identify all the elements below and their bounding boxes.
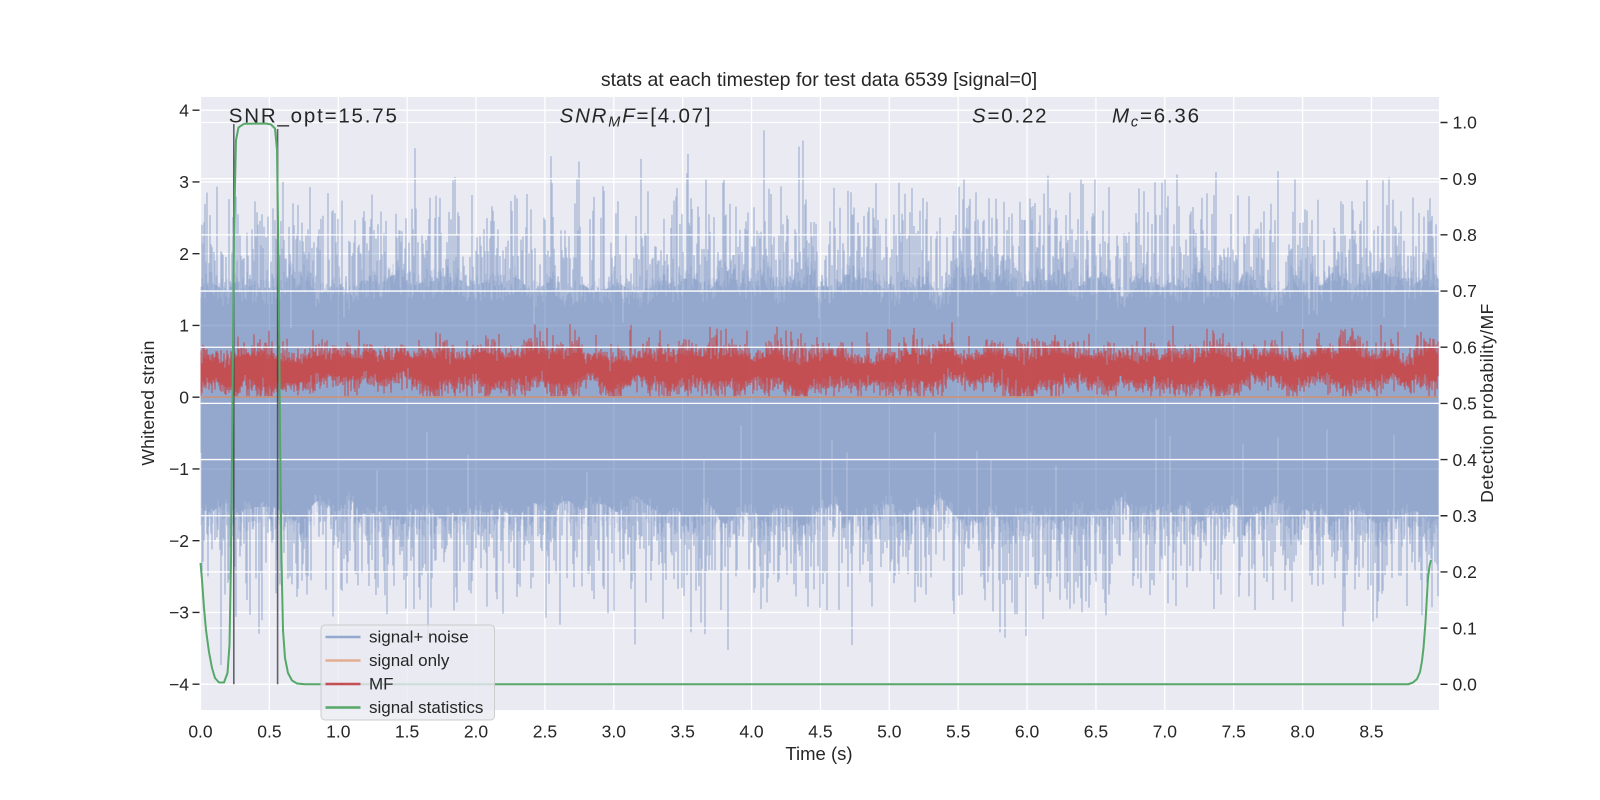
- svg-text:stats at each timestep for tes: stats at each timestep for test data 653…: [601, 69, 1037, 91]
- svg-text:1.0: 1.0: [326, 722, 351, 742]
- svg-text:MF: MF: [369, 675, 394, 694]
- svg-text:0.5: 0.5: [257, 722, 281, 742]
- svg-text:1: 1: [179, 316, 189, 336]
- svg-text:4: 4: [179, 100, 189, 120]
- svg-text:6.5: 6.5: [1084, 722, 1108, 742]
- svg-text:0.4: 0.4: [1453, 450, 1478, 470]
- svg-text:2.5: 2.5: [533, 722, 557, 742]
- svg-text:−4: −4: [169, 674, 189, 694]
- svg-text:signal statistics: signal statistics: [369, 698, 483, 717]
- svg-text:0.1: 0.1: [1453, 618, 1477, 638]
- svg-text:7.5: 7.5: [1222, 722, 1246, 742]
- svg-text:5.0: 5.0: [877, 722, 902, 742]
- svg-text:6.0: 6.0: [1015, 722, 1040, 742]
- svg-text:3: 3: [179, 172, 189, 192]
- svg-text:SNRMF=[4.07]: SNRMF=[4.07]: [560, 105, 713, 131]
- svg-text:0.7: 0.7: [1453, 281, 1477, 301]
- svg-text:0.9: 0.9: [1453, 169, 1477, 189]
- svg-text:3.5: 3.5: [671, 722, 695, 742]
- svg-text:0.8: 0.8: [1453, 225, 1477, 245]
- svg-text:8.0: 8.0: [1290, 722, 1315, 742]
- svg-text:1.0: 1.0: [1453, 113, 1478, 133]
- svg-text:Whitened strain: Whitened strain: [138, 340, 158, 465]
- svg-text:signal only: signal only: [369, 651, 450, 670]
- svg-text:SNR_opt=15.75: SNR_opt=15.75: [229, 105, 399, 128]
- svg-text:4.0: 4.0: [739, 722, 764, 742]
- svg-text:−3: −3: [169, 603, 189, 623]
- svg-text:1.5: 1.5: [395, 722, 419, 742]
- svg-text:4.5: 4.5: [808, 722, 832, 742]
- svg-text:2: 2: [179, 244, 189, 264]
- svg-text:2.0: 2.0: [464, 722, 489, 742]
- svg-text:Mc=6.36: Mc=6.36: [1112, 105, 1201, 131]
- svg-text:signal+ noise: signal+ noise: [369, 628, 469, 647]
- svg-text:5.5: 5.5: [946, 722, 970, 742]
- svg-text:S=0.22: S=0.22: [972, 105, 1048, 128]
- svg-text:7.0: 7.0: [1153, 722, 1178, 742]
- svg-text:0.0: 0.0: [1453, 675, 1478, 695]
- svg-text:0.2: 0.2: [1453, 562, 1477, 582]
- svg-text:8.5: 8.5: [1359, 722, 1383, 742]
- svg-text:3.0: 3.0: [602, 722, 627, 742]
- svg-text:0.0: 0.0: [188, 722, 213, 742]
- svg-text:−1: −1: [169, 459, 189, 479]
- svg-text:0.5: 0.5: [1453, 394, 1477, 414]
- svg-text:0.3: 0.3: [1453, 506, 1477, 526]
- svg-text:0.6: 0.6: [1453, 337, 1477, 357]
- svg-text:Detection probability/MF: Detection probability/MF: [1477, 303, 1497, 503]
- svg-text:Time (s): Time (s): [785, 743, 852, 764]
- svg-text:−2: −2: [169, 531, 189, 551]
- svg-text:0: 0: [179, 387, 189, 407]
